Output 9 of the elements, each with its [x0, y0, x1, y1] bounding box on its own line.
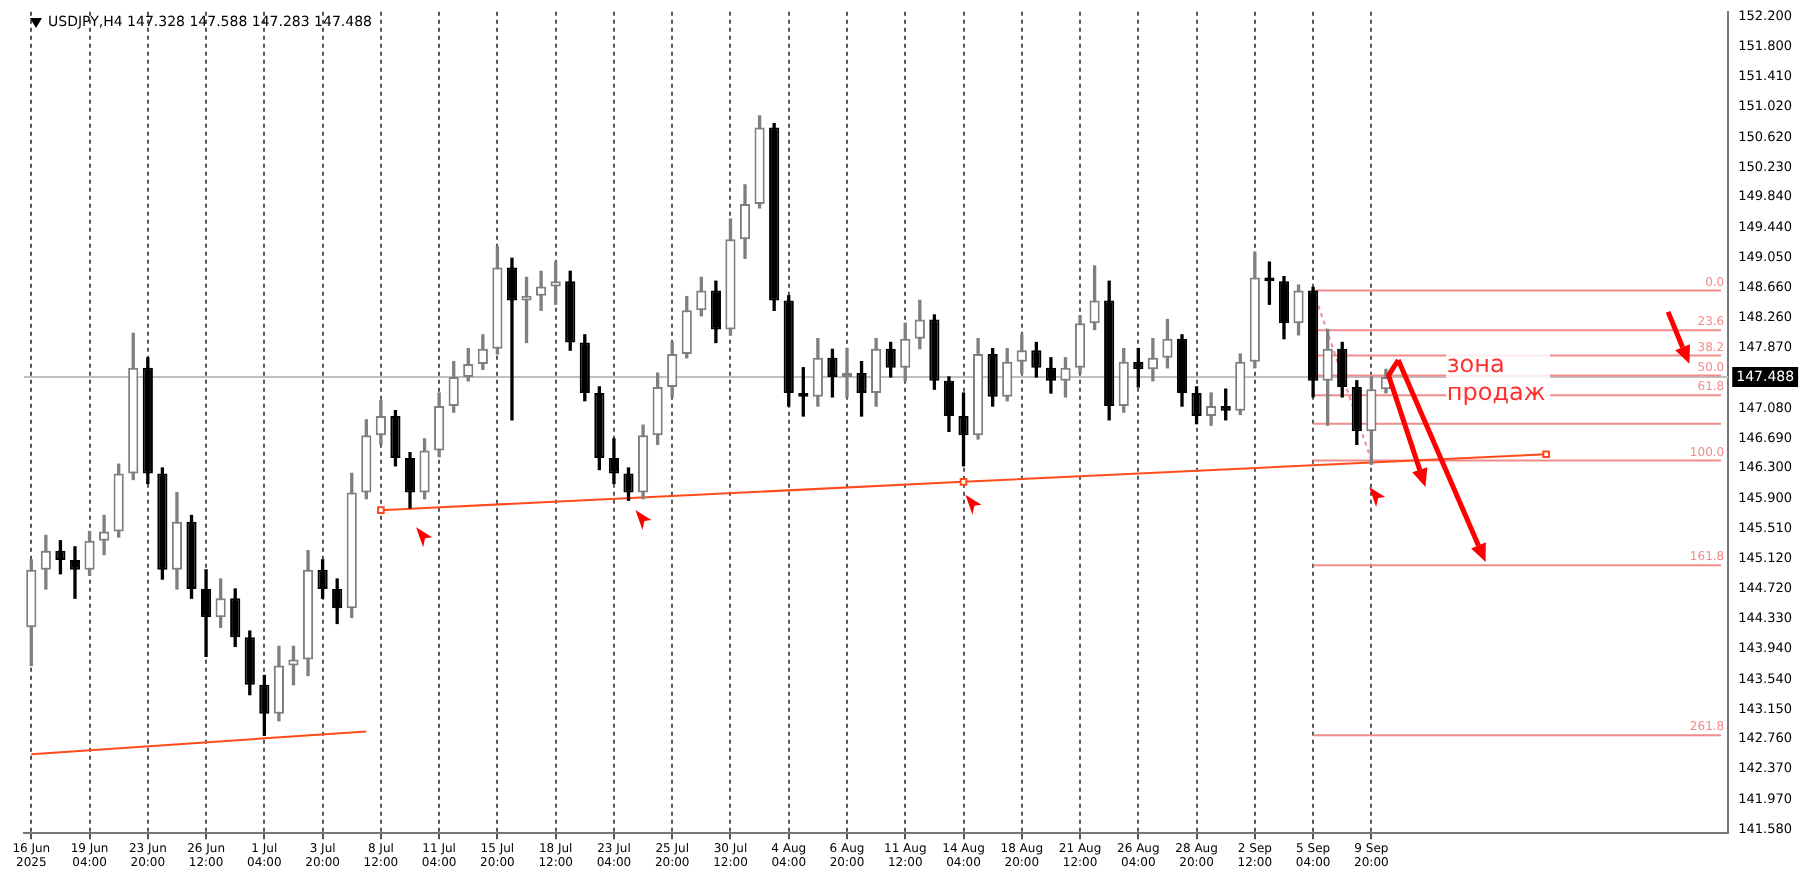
point [959, 478, 968, 486]
candlestick [99, 514, 110, 556]
annotation: зона продаж [1446, 350, 1551, 407]
point [1542, 450, 1550, 459]
candlestick [841, 347, 853, 398]
candlestick [69, 546, 81, 599]
candlestick [506, 257, 518, 421]
candlestick [536, 270, 547, 312]
point [377, 506, 385, 514]
